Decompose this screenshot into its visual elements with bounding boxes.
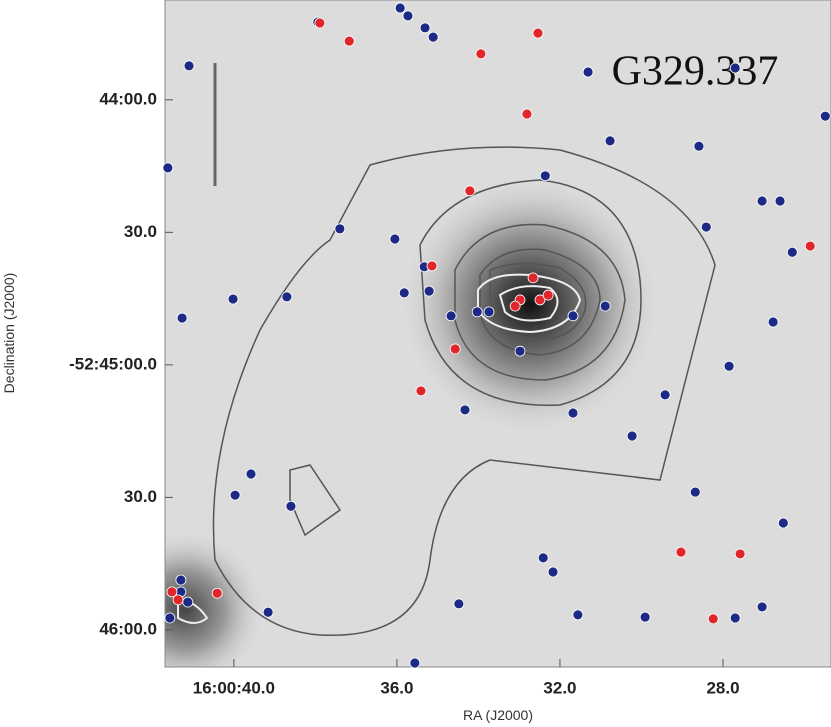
point	[402, 10, 414, 22]
point	[723, 360, 735, 372]
point	[262, 606, 274, 618]
point	[729, 612, 741, 624]
point	[567, 310, 579, 322]
point	[211, 587, 223, 599]
chart-title: G329.337	[612, 49, 779, 95]
point	[567, 407, 579, 419]
point	[675, 546, 687, 558]
x-tick-label: 32.0	[543, 678, 576, 697]
point	[166, 586, 178, 598]
point	[819, 110, 831, 122]
point	[547, 566, 559, 578]
point	[334, 223, 346, 235]
point	[394, 2, 406, 14]
y-tick-label: 30.0	[124, 487, 157, 506]
point	[176, 312, 188, 324]
point	[542, 289, 554, 301]
point	[626, 430, 638, 442]
point	[453, 598, 465, 610]
point	[767, 316, 779, 328]
point	[423, 285, 435, 297]
point	[693, 140, 705, 152]
x-tick-label: 28.0	[706, 678, 739, 697]
x-axis-label: RA (J2000)	[463, 707, 533, 723]
point	[689, 486, 701, 498]
point	[314, 17, 326, 29]
point	[774, 195, 786, 207]
y-tick-label: 46:00.0	[99, 619, 157, 638]
point	[534, 294, 546, 306]
point	[459, 404, 471, 416]
point	[183, 60, 195, 72]
point	[659, 389, 671, 401]
point	[464, 185, 476, 197]
point	[777, 517, 789, 529]
x-tick-label: 16:00:40.0	[193, 678, 275, 697]
point	[245, 468, 257, 480]
point	[445, 310, 457, 322]
point	[471, 306, 483, 318]
point	[734, 548, 746, 560]
point	[398, 287, 410, 299]
point	[164, 612, 176, 624]
point	[582, 66, 594, 78]
point	[521, 108, 533, 120]
point	[427, 31, 439, 43]
point	[285, 500, 297, 512]
point	[415, 385, 427, 397]
point	[409, 657, 421, 669]
point	[804, 240, 816, 252]
point	[389, 233, 401, 245]
point	[639, 611, 651, 623]
point	[537, 552, 549, 564]
y-axis-label: Declination (J2000)	[1, 273, 17, 394]
point	[162, 162, 174, 174]
point	[229, 489, 241, 501]
point	[514, 345, 526, 357]
y-tick-label: -52:45:00.0	[69, 354, 157, 373]
y-tick-label: 44:00.0	[99, 89, 157, 108]
x-tick-label: 36.0	[380, 678, 413, 697]
point	[532, 27, 544, 39]
point	[343, 35, 355, 47]
point	[604, 135, 616, 147]
point	[756, 195, 768, 207]
point	[449, 343, 461, 355]
point	[509, 300, 521, 312]
point	[483, 306, 495, 318]
point	[175, 574, 187, 586]
point	[281, 291, 293, 303]
frame	[164, 0, 831, 668]
point	[700, 221, 712, 233]
point	[426, 260, 438, 272]
point	[419, 22, 431, 34]
point	[182, 596, 194, 608]
point	[786, 246, 798, 258]
y-tick-label: 30.0	[124, 222, 157, 241]
point	[756, 601, 768, 613]
point	[172, 594, 184, 606]
point	[527, 272, 539, 284]
point	[227, 293, 239, 305]
point	[572, 609, 584, 621]
point	[599, 300, 611, 312]
image	[165, 0, 831, 667]
point	[475, 48, 487, 60]
point	[729, 62, 741, 74]
point	[707, 613, 719, 625]
point	[539, 170, 551, 182]
